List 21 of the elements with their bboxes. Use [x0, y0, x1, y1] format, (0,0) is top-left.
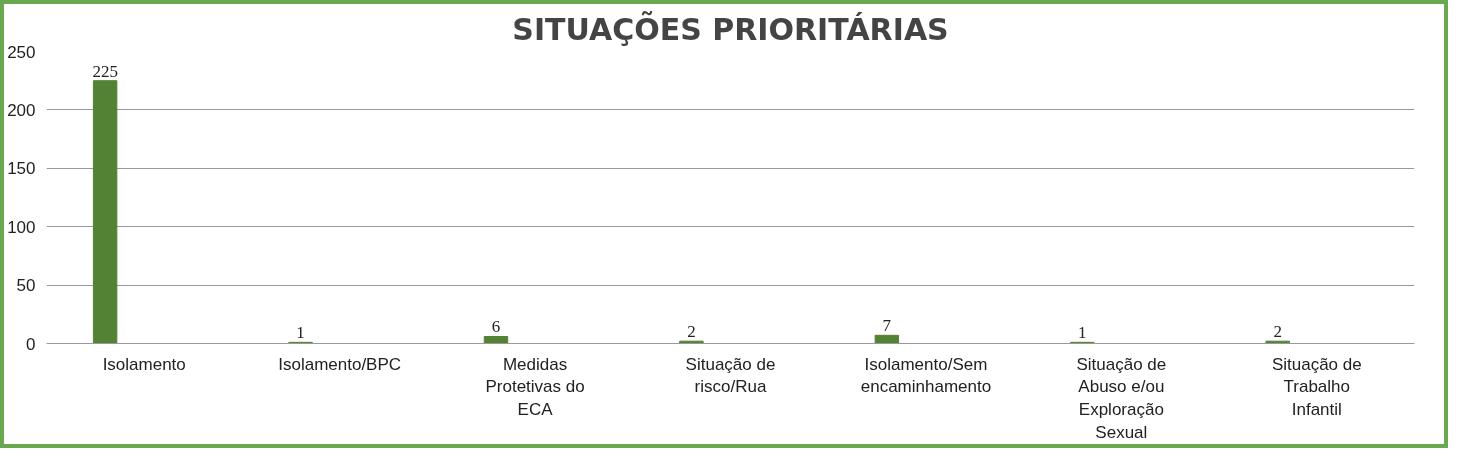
y-tick-label: 250 — [7, 42, 36, 62]
data-label: 6 — [491, 317, 501, 337]
x-tick-label: Isolamento — [102, 354, 186, 374]
y-tick-label: 200 — [7, 100, 36, 120]
x-tick-label: Situação de Abuso e/ou Exploração Sexual — [1076, 354, 1167, 442]
x-tick-label: Isolamento/BPC — [278, 354, 402, 374]
x-tick-label: Isolamento/Sem encaminhamento — [860, 354, 992, 397]
x-tick-label: Situação de Trabalho Infantil — [1271, 354, 1362, 420]
data-label: 2 — [687, 322, 696, 342]
data-label: 1 — [296, 323, 305, 343]
y-tick-label: 150 — [7, 159, 36, 179]
data-label: 225 — [92, 61, 118, 81]
chart-title: SITUAÇÕES PRIORITÁRIAS — [512, 10, 949, 47]
x-tick-label: Situação de risco/Rua — [685, 354, 776, 397]
data-label: 7 — [882, 316, 892, 336]
y-tick-label: 0 — [26, 334, 36, 354]
data-label: 2 — [1273, 322, 1282, 342]
data-label: 1 — [1078, 323, 1087, 343]
y-tick-label: 50 — [16, 276, 36, 296]
y-tick-label: 100 — [7, 217, 36, 237]
x-tick-label: Medidas Protetivas do ECA — [485, 354, 585, 420]
